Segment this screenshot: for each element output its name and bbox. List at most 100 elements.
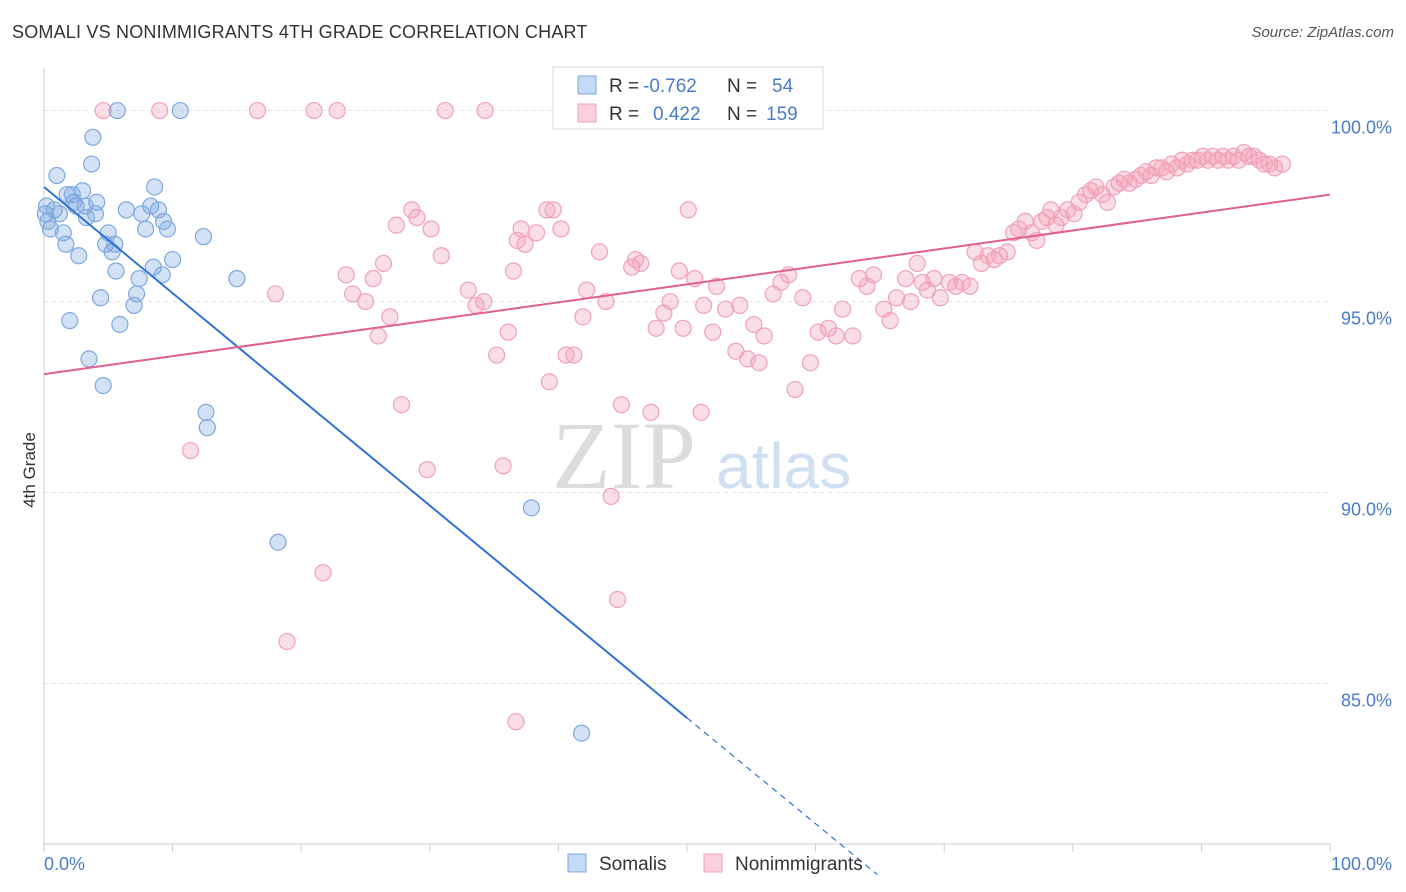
data-point-nonimmigrants	[1098, 193, 1117, 211]
data-point-nonimmigrants	[344, 285, 362, 303]
watermark-atlas: atlas	[716, 430, 851, 502]
data-point-nonimmigrants	[897, 270, 915, 288]
data-point-nonimmigrants	[674, 319, 692, 337]
data-point-somalis	[127, 285, 146, 303]
data-point-somalis	[108, 101, 126, 120]
data-point-nonimmigrants	[387, 216, 405, 234]
data-point-nonimmigrants	[794, 289, 812, 307]
data-point-nonimmigrants	[908, 254, 926, 272]
data-point-somalis	[158, 220, 177, 238]
data-point-nonimmigrants	[642, 403, 660, 421]
data-point-nonimmigrants	[459, 281, 477, 299]
data-point-nonimmigrants	[512, 220, 530, 238]
data-point-nonimmigrants	[745, 315, 763, 334]
data-point-somalis	[57, 235, 75, 253]
y-tick-label: 95.0%	[1341, 309, 1392, 329]
bottom-legend-label-somalis: Somalis	[599, 854, 667, 875]
data-point-nonimmigrants	[422, 220, 440, 238]
data-point-nonimmigrants	[488, 346, 506, 364]
data-point-nonimmigrants	[670, 262, 688, 280]
data-point-somalis	[94, 377, 112, 395]
data-point-somalis	[194, 228, 213, 246]
data-point-somalis	[77, 208, 96, 227]
data-point-somalis	[70, 247, 88, 265]
trend-lines	[43, 186, 1331, 876]
x-tick-label: 0.0%	[44, 854, 85, 874]
legend-box-frame	[552, 66, 824, 130]
data-point-nonimmigrants	[704, 323, 722, 341]
data-point-nonimmigrants	[499, 323, 517, 341]
data-point-nonimmigrants	[364, 270, 382, 288]
data-point-somalis	[36, 205, 54, 223]
data-point-nonimmigrants	[418, 461, 436, 479]
data-point-nonimmigrants	[574, 308, 592, 326]
data-point-nonimmigrants	[612, 396, 631, 414]
data-point-nonimmigrants	[266, 285, 285, 303]
series-somalis	[36, 101, 591, 742]
legend-swatch-nonimmigrants	[577, 103, 597, 123]
data-point-nonimmigrants	[602, 487, 620, 505]
data-point-nonimmigrants	[692, 403, 710, 421]
data-point-nonimmigrants	[925, 270, 943, 288]
data-point-somalis	[269, 533, 287, 551]
data-point-nonimmigrants	[695, 296, 713, 314]
data-point-nonimmigrants	[436, 101, 454, 120]
data-point-nonimmigrants	[476, 101, 494, 120]
data-point-nonimmigrants	[504, 262, 522, 280]
y-axis-label: 4th Grade	[20, 432, 39, 508]
y-tick-label: 100.0%	[1331, 118, 1392, 138]
data-point-nonimmigrants	[507, 713, 525, 731]
data-point-nonimmigrants	[755, 327, 773, 345]
data-point-somalis	[136, 220, 155, 238]
data-point-somalis	[80, 350, 98, 368]
data-point-nonimmigrants	[94, 101, 112, 120]
data-point-somalis	[111, 315, 129, 334]
watermark-zip: ZIP	[552, 402, 696, 509]
data-point-somalis	[130, 270, 148, 288]
data-point-nonimmigrants	[750, 354, 768, 372]
data-point-somalis	[197, 403, 215, 421]
bottom-legend-label-nonimmigrants: Nonimmigrants	[735, 854, 863, 875]
data-point-nonimmigrants	[998, 243, 1016, 261]
data-point-nonimmigrants	[786, 380, 804, 399]
chart-title: SOMALI VS NONIMMIGRANTS 4TH GRADE CORREL…	[12, 22, 588, 42]
data-point-nonimmigrants	[248, 101, 267, 120]
data-point-somalis	[107, 262, 125, 280]
data-point-nonimmigrants	[931, 289, 949, 307]
legend-n-label-nonimmigrants: N =	[727, 104, 757, 125]
data-point-somalis	[41, 220, 60, 238]
source-label: Source: ZipAtlas.com	[1251, 24, 1394, 41]
trend-line-somalis	[43, 186, 688, 719]
data-point-nonimmigrants	[679, 201, 697, 219]
data-point-nonimmigrants	[278, 632, 296, 651]
trend-line-somalis-extension	[686, 717, 878, 876]
data-point-nonimmigrants	[381, 308, 399, 326]
gridlines	[44, 110, 1330, 685]
legend-n-value-nonimmigrants: 159	[766, 104, 798, 125]
series-nonimmigrants	[94, 101, 1292, 731]
data-point-nonimmigrants	[1273, 155, 1292, 173]
data-point-nonimmigrants	[516, 235, 534, 253]
bottom-legend-swatch-nonimmigrants	[703, 853, 723, 873]
data-point-somalis	[228, 270, 246, 288]
data-point-somalis	[145, 178, 164, 196]
y-tick-label: 85.0%	[1341, 691, 1392, 711]
data-point-nonimmigrants	[408, 208, 426, 227]
watermark: ZIP atlas	[552, 402, 851, 509]
data-point-somalis	[91, 289, 110, 307]
data-point-somalis	[63, 186, 81, 204]
data-point-nonimmigrants	[608, 590, 627, 609]
data-point-nonimmigrants	[527, 224, 546, 242]
data-point-nonimmigrants	[801, 354, 820, 372]
data-point-nonimmigrants	[809, 323, 827, 341]
data-point-nonimmigrants	[578, 281, 596, 299]
data-point-nonimmigrants	[827, 327, 845, 345]
data-point-nonimmigrants	[432, 247, 450, 265]
data-point-somalis	[48, 166, 66, 185]
data-point-somalis	[164, 250, 182, 269]
data-point-somalis	[82, 155, 101, 173]
data-point-nonimmigrants	[597, 292, 615, 311]
data-point-nonimmigrants	[990, 247, 1009, 265]
data-point-somalis	[198, 419, 216, 437]
legend-r-value-somalis: -0.762	[643, 76, 697, 97]
